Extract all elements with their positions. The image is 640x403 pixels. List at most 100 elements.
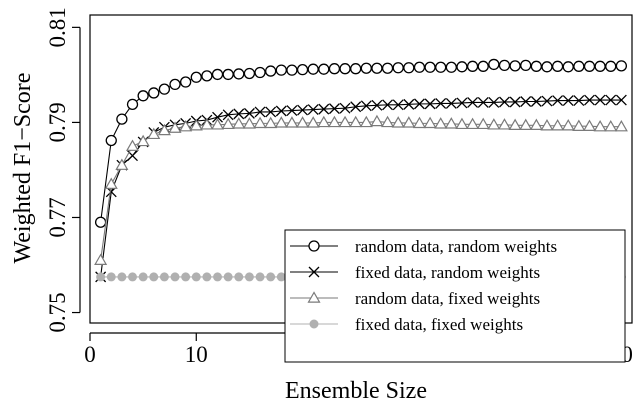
data-point	[561, 119, 575, 131]
data-point	[297, 104, 309, 116]
data-point	[339, 102, 351, 114]
data-point	[286, 64, 298, 76]
data-point	[126, 98, 139, 111]
data-point	[424, 98, 436, 110]
x-tick-label: 0	[84, 342, 96, 367]
legend: random data, random weights fixed data, r…	[284, 229, 626, 363]
legend-label: random data, fixed weights	[355, 289, 540, 308]
data-point	[265, 65, 277, 77]
data-point	[138, 272, 148, 282]
data-point	[328, 103, 340, 115]
data-point	[307, 104, 319, 116]
data-point	[423, 116, 437, 129]
data-point	[477, 96, 489, 108]
data-point	[382, 99, 394, 111]
data-point	[371, 99, 383, 111]
data-point	[253, 116, 267, 129]
data-point	[605, 60, 617, 72]
data-point	[265, 106, 277, 118]
data-point	[488, 58, 500, 71]
x-tick-label: 10	[185, 342, 208, 367]
legend-item: fixed data, fixed weights	[290, 315, 523, 334]
data-point	[594, 60, 606, 72]
data-point	[264, 116, 278, 129]
data-point	[117, 272, 127, 282]
data-point	[338, 115, 352, 128]
data-point	[105, 134, 117, 147]
data-point	[573, 95, 585, 107]
data-point	[223, 272, 233, 282]
legend-box	[284, 229, 626, 363]
data-point	[444, 117, 458, 129]
data-point	[168, 121, 182, 133]
data-point	[594, 94, 606, 106]
data-point	[327, 115, 341, 128]
data-point	[582, 119, 597, 131]
data-point	[242, 117, 256, 129]
data-point	[435, 61, 447, 73]
data-point	[456, 97, 468, 109]
data-point	[605, 94, 617, 106]
data-point	[275, 64, 287, 76]
data-point	[94, 216, 107, 228]
data-point	[170, 272, 180, 282]
data-point	[593, 119, 607, 132]
data-point	[552, 95, 564, 107]
data-point	[266, 272, 276, 282]
data-point	[276, 272, 286, 282]
legend-item: fixed data, random weights	[290, 263, 540, 282]
data-point	[498, 59, 511, 72]
data-point	[96, 272, 106, 282]
data-point	[509, 96, 521, 108]
data-point	[307, 63, 319, 75]
x-axis-title: Ensemble Size	[285, 378, 427, 403]
data-point	[318, 63, 330, 75]
data-point	[413, 98, 425, 110]
data-point	[562, 61, 574, 73]
y-axis-title: Weighted F1−Score	[10, 73, 36, 264]
data-point	[94, 253, 108, 265]
data-point	[615, 60, 628, 72]
data-point	[573, 60, 585, 72]
data-point	[211, 68, 224, 81]
data-point	[551, 119, 565, 131]
data-point	[530, 96, 542, 107]
data-point	[530, 60, 543, 72]
y-tick-label: 0.79	[45, 102, 70, 142]
data-point	[201, 70, 213, 82]
data-point	[584, 94, 595, 106]
data-point	[519, 118, 533, 130]
data-point	[392, 62, 404, 74]
data-point	[115, 158, 129, 170]
data-point	[540, 119, 554, 131]
data-point	[296, 116, 310, 128]
data-point	[497, 118, 512, 130]
data-point	[349, 115, 363, 128]
data-point	[455, 117, 469, 130]
legend-item: random data, random weights	[290, 237, 557, 256]
data-point	[424, 61, 436, 73]
data-point	[328, 63, 341, 75]
data-point	[572, 119, 586, 131]
data-point	[200, 118, 214, 130]
data-point	[157, 123, 171, 136]
data-point	[402, 116, 416, 128]
data-point	[487, 118, 501, 130]
data-point	[488, 96, 500, 108]
data-point	[466, 60, 479, 72]
data-point	[434, 117, 448, 129]
data-point	[508, 118, 522, 130]
data-point	[350, 101, 362, 113]
data-point	[562, 95, 574, 107]
data-point	[179, 76, 192, 88]
data-point	[179, 119, 193, 132]
data-point	[232, 117, 246, 129]
data-point	[148, 87, 160, 99]
legend-marker	[309, 319, 319, 329]
data-point	[403, 98, 415, 110]
data-point	[244, 272, 254, 282]
data-point	[181, 272, 191, 282]
data-point	[190, 71, 202, 83]
data-point	[275, 105, 287, 117]
data-point	[254, 106, 266, 118]
